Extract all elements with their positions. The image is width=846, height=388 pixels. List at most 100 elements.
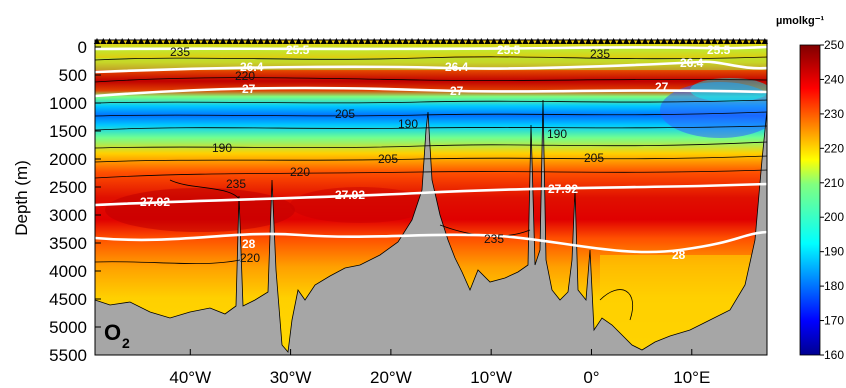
- density-label-25.5-c: 25.5: [707, 43, 731, 57]
- station-marker: [226, 38, 233, 44]
- y-tick-label: 3000: [49, 206, 87, 225]
- density-label-27-b: 27: [450, 84, 464, 98]
- density-label-28-a: 28: [242, 237, 256, 251]
- station-marker: [137, 38, 145, 44]
- station-marker: [635, 38, 642, 44]
- station-marker: [112, 38, 120, 44]
- y-tick-label: 1500: [49, 122, 87, 141]
- y-tick-label: 500: [59, 66, 87, 85]
- station-marker: [711, 38, 718, 44]
- station-marker: [119, 38, 126, 44]
- station-marker: [742, 38, 750, 44]
- y-tick-label: 0: [78, 38, 87, 57]
- station-marker: [352, 38, 359, 44]
- station-marker: [597, 38, 605, 44]
- o2-label: 205: [584, 151, 604, 165]
- station-marker: [503, 38, 510, 44]
- station-marker: [358, 38, 365, 44]
- station-markers: [93, 38, 768, 44]
- station-marker: [459, 38, 466, 44]
- x-tick-label: 10°W: [470, 368, 512, 387]
- density-label-26.4-c: 26.4: [680, 56, 704, 70]
- station-marker: [660, 38, 668, 44]
- station-marker: [585, 38, 592, 44]
- station-marker: [667, 38, 674, 44]
- station-marker: [106, 38, 113, 44]
- station-marker: [188, 38, 195, 44]
- station-marker: [749, 38, 756, 44]
- station-marker: [169, 38, 176, 44]
- station-marker: [515, 38, 523, 44]
- station-marker: [100, 38, 107, 44]
- station-marker: [182, 38, 189, 44]
- o2-label: 220: [235, 69, 255, 83]
- station-marker: [377, 38, 384, 44]
- station-marker: [736, 38, 743, 44]
- y-tick-label: 5000: [49, 318, 87, 337]
- station-marker: [723, 38, 731, 44]
- station-marker: [490, 38, 498, 44]
- station-marker: [761, 38, 768, 44]
- o2-label: 205: [335, 107, 355, 121]
- station-marker: [263, 38, 271, 44]
- station-marker: [465, 38, 472, 44]
- station-marker: [629, 38, 636, 44]
- station-marker: [415, 38, 422, 44]
- colorbar-tick-label: 220: [824, 141, 844, 155]
- o2-label: 205: [378, 152, 398, 166]
- colorbar-tick-label: 190: [824, 245, 844, 259]
- station-marker: [295, 38, 302, 44]
- station-marker: [547, 38, 554, 44]
- station-marker: [692, 38, 699, 44]
- station-marker: [383, 38, 390, 44]
- station-marker: [232, 38, 239, 44]
- station-marker: [623, 38, 630, 44]
- o2-label: 190: [398, 117, 418, 131]
- station-marker: [396, 38, 403, 44]
- bathymetry: [94, 99, 768, 356]
- x-tick-label: 0°: [583, 368, 599, 387]
- station-marker: [194, 38, 201, 44]
- station-marker: [144, 38, 151, 44]
- station-marker: [610, 38, 617, 44]
- station-marker: [270, 38, 277, 44]
- station-marker: [421, 38, 428, 44]
- y-tick-label: 4500: [49, 290, 87, 309]
- y-tick-label: 2000: [49, 150, 87, 169]
- station-marker: [717, 38, 724, 44]
- station-marker: [427, 38, 435, 44]
- colorbar-tick-label: 210: [824, 176, 844, 190]
- density-label-25.5-a: 25.5: [286, 43, 310, 57]
- colorbar-tick-label: 180: [824, 279, 844, 293]
- o2-label: 190: [547, 127, 567, 141]
- panel-label-main: O: [104, 320, 121, 345]
- density-labels: 25.5 25.5 25.5 26.4 26.4 26.4 27 27 27 2…: [140, 43, 731, 262]
- station-marker: [320, 38, 327, 44]
- station-marker: [497, 38, 504, 44]
- colorbar-tick-label: 250: [824, 38, 844, 52]
- x-axis: 40°W 30°W 20°W 10°W 0° 10°E: [169, 349, 710, 387]
- x-tick-label: 30°W: [270, 368, 312, 387]
- station-marker: [276, 38, 283, 44]
- station-marker: [314, 38, 321, 44]
- o2-label: 235: [170, 45, 190, 59]
- station-marker: [572, 38, 579, 44]
- colorbar-tick-label: 160: [824, 348, 844, 362]
- colorbar-tick-label: 170: [824, 314, 844, 328]
- station-marker: [213, 38, 220, 44]
- o2-label: 190: [212, 141, 232, 155]
- density-label-26.4-a: 26.4: [240, 60, 264, 74]
- station-marker: [150, 38, 157, 44]
- station-marker: [578, 38, 586, 44]
- station-marker: [389, 38, 397, 44]
- y-tick-label: 5500: [49, 346, 87, 365]
- o2-label: 235: [226, 177, 246, 191]
- colorbar-tick-label: 240: [824, 72, 844, 86]
- station-marker: [257, 38, 264, 44]
- station-marker: [704, 38, 712, 44]
- y-tick-label: 1000: [49, 94, 87, 113]
- station-marker: [534, 38, 542, 44]
- station-marker: [238, 38, 246, 44]
- density-contours: [94, 45, 768, 254]
